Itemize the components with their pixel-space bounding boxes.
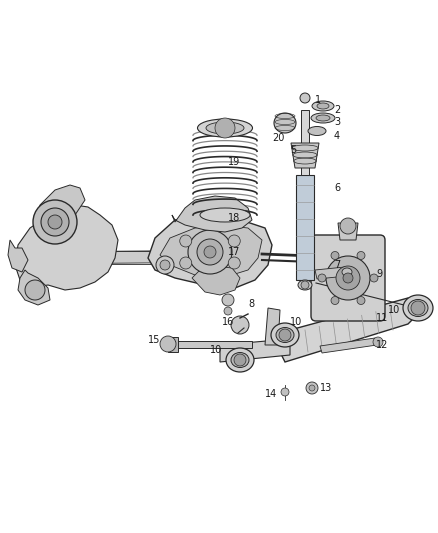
Circle shape bbox=[160, 260, 170, 270]
Text: 5: 5 bbox=[290, 145, 296, 155]
Circle shape bbox=[331, 252, 339, 260]
Circle shape bbox=[357, 296, 365, 304]
Circle shape bbox=[370, 274, 378, 282]
FancyBboxPatch shape bbox=[311, 235, 385, 321]
Circle shape bbox=[357, 252, 365, 260]
Polygon shape bbox=[35, 185, 85, 225]
Text: 3: 3 bbox=[334, 117, 340, 127]
Text: 17: 17 bbox=[228, 247, 240, 257]
Text: 4: 4 bbox=[334, 131, 340, 141]
Polygon shape bbox=[15, 205, 118, 290]
Circle shape bbox=[222, 294, 234, 306]
Text: 18: 18 bbox=[228, 213, 240, 223]
Circle shape bbox=[336, 266, 360, 290]
Circle shape bbox=[340, 218, 356, 234]
Polygon shape bbox=[160, 225, 262, 278]
Circle shape bbox=[41, 208, 69, 236]
Circle shape bbox=[300, 93, 310, 103]
Polygon shape bbox=[192, 266, 240, 295]
Ellipse shape bbox=[206, 122, 244, 134]
Text: 1: 1 bbox=[315, 95, 321, 105]
Text: 8: 8 bbox=[248, 299, 254, 309]
Polygon shape bbox=[18, 250, 262, 264]
Circle shape bbox=[228, 257, 240, 269]
Ellipse shape bbox=[342, 268, 352, 276]
Ellipse shape bbox=[276, 327, 294, 343]
Polygon shape bbox=[291, 143, 319, 168]
Polygon shape bbox=[175, 341, 252, 348]
Circle shape bbox=[33, 200, 77, 244]
Polygon shape bbox=[338, 223, 358, 240]
Text: 11: 11 bbox=[376, 313, 388, 323]
Circle shape bbox=[234, 354, 246, 366]
Polygon shape bbox=[168, 337, 178, 352]
Circle shape bbox=[306, 382, 318, 394]
Ellipse shape bbox=[226, 348, 254, 372]
Polygon shape bbox=[8, 240, 28, 272]
Circle shape bbox=[156, 256, 174, 274]
Text: 10: 10 bbox=[290, 317, 302, 327]
Text: 12: 12 bbox=[376, 340, 389, 350]
Polygon shape bbox=[301, 110, 309, 175]
Text: 7: 7 bbox=[334, 260, 340, 270]
Ellipse shape bbox=[298, 280, 312, 290]
Polygon shape bbox=[220, 332, 290, 362]
Circle shape bbox=[48, 215, 62, 229]
Circle shape bbox=[331, 296, 339, 304]
Circle shape bbox=[326, 256, 370, 300]
Ellipse shape bbox=[308, 126, 326, 135]
Circle shape bbox=[215, 118, 235, 138]
Polygon shape bbox=[148, 215, 272, 288]
Circle shape bbox=[309, 385, 315, 391]
Text: 16: 16 bbox=[222, 317, 234, 327]
Circle shape bbox=[318, 274, 326, 282]
Polygon shape bbox=[278, 298, 420, 362]
Text: 9: 9 bbox=[376, 269, 382, 279]
Polygon shape bbox=[18, 270, 50, 305]
Circle shape bbox=[279, 329, 291, 341]
Text: 10: 10 bbox=[210, 345, 222, 355]
Text: 20: 20 bbox=[272, 133, 284, 143]
Ellipse shape bbox=[198, 119, 252, 137]
Ellipse shape bbox=[316, 115, 330, 121]
Text: 14: 14 bbox=[265, 389, 277, 399]
Ellipse shape bbox=[408, 300, 428, 317]
Text: 10: 10 bbox=[388, 305, 400, 315]
Circle shape bbox=[411, 301, 425, 315]
Polygon shape bbox=[172, 196, 252, 232]
Ellipse shape bbox=[271, 323, 299, 347]
Circle shape bbox=[188, 230, 232, 274]
Circle shape bbox=[231, 316, 249, 334]
Circle shape bbox=[301, 281, 309, 289]
Ellipse shape bbox=[200, 208, 250, 222]
Polygon shape bbox=[265, 308, 280, 345]
Circle shape bbox=[281, 388, 289, 396]
Text: 19: 19 bbox=[228, 157, 240, 167]
Circle shape bbox=[343, 273, 353, 283]
Text: 6: 6 bbox=[334, 183, 340, 193]
Circle shape bbox=[224, 307, 232, 315]
Polygon shape bbox=[320, 338, 377, 353]
Text: 15: 15 bbox=[148, 335, 160, 345]
Circle shape bbox=[197, 239, 223, 265]
Circle shape bbox=[180, 235, 192, 247]
Circle shape bbox=[25, 280, 45, 300]
Ellipse shape bbox=[274, 113, 296, 133]
Ellipse shape bbox=[317, 103, 329, 109]
Circle shape bbox=[180, 257, 192, 269]
Circle shape bbox=[228, 235, 240, 247]
Ellipse shape bbox=[311, 113, 335, 123]
Ellipse shape bbox=[231, 352, 249, 367]
Ellipse shape bbox=[312, 101, 334, 111]
Polygon shape bbox=[296, 175, 314, 280]
Ellipse shape bbox=[403, 295, 433, 321]
Circle shape bbox=[373, 337, 383, 347]
Circle shape bbox=[160, 336, 176, 352]
Text: 2: 2 bbox=[334, 105, 340, 115]
Text: 13: 13 bbox=[320, 383, 332, 393]
Circle shape bbox=[204, 246, 216, 258]
Polygon shape bbox=[315, 267, 347, 279]
